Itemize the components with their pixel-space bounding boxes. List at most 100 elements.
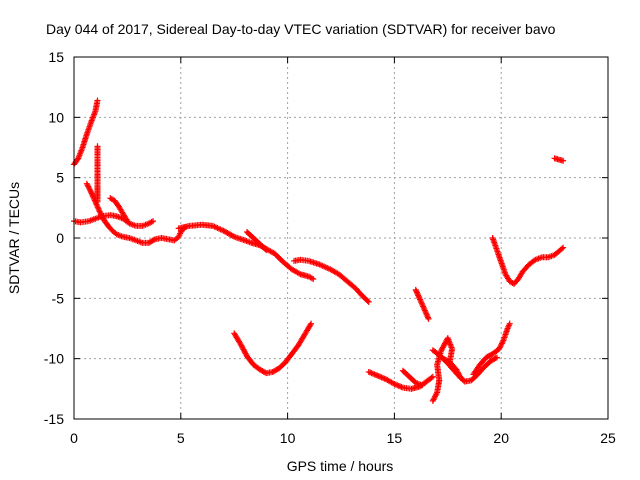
data-point-trail bbox=[90, 194, 97, 201]
data-point-trail bbox=[95, 205, 102, 212]
data-point-trail bbox=[350, 283, 357, 290]
y-tick-label: 5 bbox=[56, 170, 64, 186]
data-point-trail bbox=[254, 239, 261, 246]
y-tick-label: 15 bbox=[48, 49, 64, 65]
x-axis-label: GPS time / hours bbox=[287, 458, 394, 474]
data-point-trail bbox=[248, 359, 255, 366]
data-points bbox=[71, 97, 567, 404]
data-point-trail bbox=[118, 233, 125, 240]
data-point-trail bbox=[414, 291, 421, 298]
data-point-trail bbox=[94, 202, 101, 209]
data-point-trail bbox=[493, 347, 500, 354]
data-point-trail bbox=[315, 261, 322, 268]
data-point-trail bbox=[558, 157, 565, 164]
data-point-trail bbox=[413, 288, 420, 295]
grid-lines bbox=[74, 57, 608, 419]
data-point-trail bbox=[273, 366, 280, 373]
data-point-trail bbox=[416, 295, 423, 302]
data-point-trail bbox=[427, 375, 434, 382]
data-point-trail bbox=[107, 225, 114, 232]
data-point-trail bbox=[137, 239, 144, 246]
data-point-trail bbox=[295, 270, 302, 277]
data-point-trail bbox=[413, 289, 420, 296]
data-point-trail bbox=[420, 303, 427, 310]
data-point-trail bbox=[421, 307, 428, 314]
y-tick-label: 10 bbox=[48, 109, 64, 125]
data-point-trail bbox=[357, 290, 364, 297]
data-point-trail bbox=[306, 323, 313, 330]
data-point-trail bbox=[87, 187, 94, 194]
data-point-trail bbox=[88, 190, 95, 197]
data-point-trail bbox=[278, 257, 285, 264]
data-point-trail bbox=[286, 264, 293, 271]
axis-ticks: 0 5 10 15 20 25 -15 -10 -5 0 5 10 15 bbox=[44, 49, 616, 446]
data-point-trail bbox=[208, 222, 215, 229]
data-point-trail bbox=[513, 278, 520, 285]
data-point-trail bbox=[131, 222, 138, 229]
data-point-trail bbox=[415, 293, 422, 300]
data-point-trail bbox=[261, 245, 268, 252]
data-point-trail bbox=[112, 212, 119, 219]
data-point-trail bbox=[246, 239, 253, 246]
data-point-trail bbox=[114, 201, 121, 208]
data-point-trail bbox=[83, 132, 90, 139]
data-point-trail bbox=[262, 246, 269, 253]
data-point-trail bbox=[506, 322, 513, 329]
data-point-trail bbox=[428, 374, 435, 381]
data-point-trail bbox=[123, 216, 130, 223]
data-point-trail bbox=[456, 373, 463, 380]
data-point-trail bbox=[229, 233, 236, 240]
data-point-trail bbox=[124, 234, 131, 241]
data-point-trail bbox=[466, 377, 473, 384]
data-point-trail bbox=[94, 204, 101, 211]
data-point-trail bbox=[144, 239, 151, 246]
data-point-trail bbox=[424, 314, 431, 321]
data-point-trail bbox=[493, 245, 500, 252]
data-point-trail bbox=[308, 275, 315, 282]
data-point bbox=[92, 198, 99, 205]
data-point-trail bbox=[96, 207, 103, 214]
data-point-trail bbox=[417, 297, 424, 304]
data-point-trail bbox=[148, 218, 155, 225]
data-point-trail bbox=[304, 257, 311, 264]
data-point-trail bbox=[417, 381, 424, 388]
data-point-trail bbox=[433, 350, 440, 357]
data-point-trail bbox=[543, 254, 550, 261]
data-point-trail bbox=[260, 368, 267, 375]
data-point-trail bbox=[163, 235, 170, 242]
data-point-trail bbox=[404, 371, 411, 378]
data-point-trail bbox=[87, 120, 94, 127]
data-point-trail bbox=[280, 361, 287, 368]
data-point-trail bbox=[228, 232, 235, 239]
data-point-trail bbox=[420, 304, 427, 311]
data-point-trail bbox=[149, 237, 156, 244]
data-point-trail bbox=[91, 109, 98, 116]
data-point-trail bbox=[491, 355, 498, 362]
data-point-trail bbox=[112, 230, 119, 237]
data-point-trail bbox=[84, 218, 91, 225]
data-point-trail bbox=[78, 146, 85, 153]
data-point-trail bbox=[341, 276, 348, 283]
plot-frame bbox=[73, 56, 609, 420]
data-point-trail bbox=[89, 193, 96, 200]
data-point-trail bbox=[144, 221, 151, 228]
data-point-trail bbox=[169, 237, 176, 244]
data-point-trail bbox=[423, 310, 430, 317]
data-point-trail bbox=[504, 327, 511, 334]
x-tick-label: 20 bbox=[493, 430, 509, 446]
data-point-trail bbox=[131, 236, 138, 243]
y-tick-label: -15 bbox=[44, 411, 64, 427]
data-point-trail bbox=[248, 232, 255, 239]
data-point-trail bbox=[103, 220, 110, 227]
y-tick-label: -10 bbox=[44, 351, 64, 367]
data-point-trail bbox=[89, 191, 96, 198]
data-point-trail bbox=[424, 313, 431, 320]
data-point-trail bbox=[398, 384, 405, 391]
data-point-trail bbox=[419, 302, 426, 309]
data-point-trail bbox=[93, 201, 100, 208]
data-point-trail bbox=[537, 254, 544, 261]
x-tick-label: 25 bbox=[600, 430, 616, 446]
data-point-trail bbox=[558, 245, 565, 252]
x-tick-label: 5 bbox=[177, 430, 185, 446]
